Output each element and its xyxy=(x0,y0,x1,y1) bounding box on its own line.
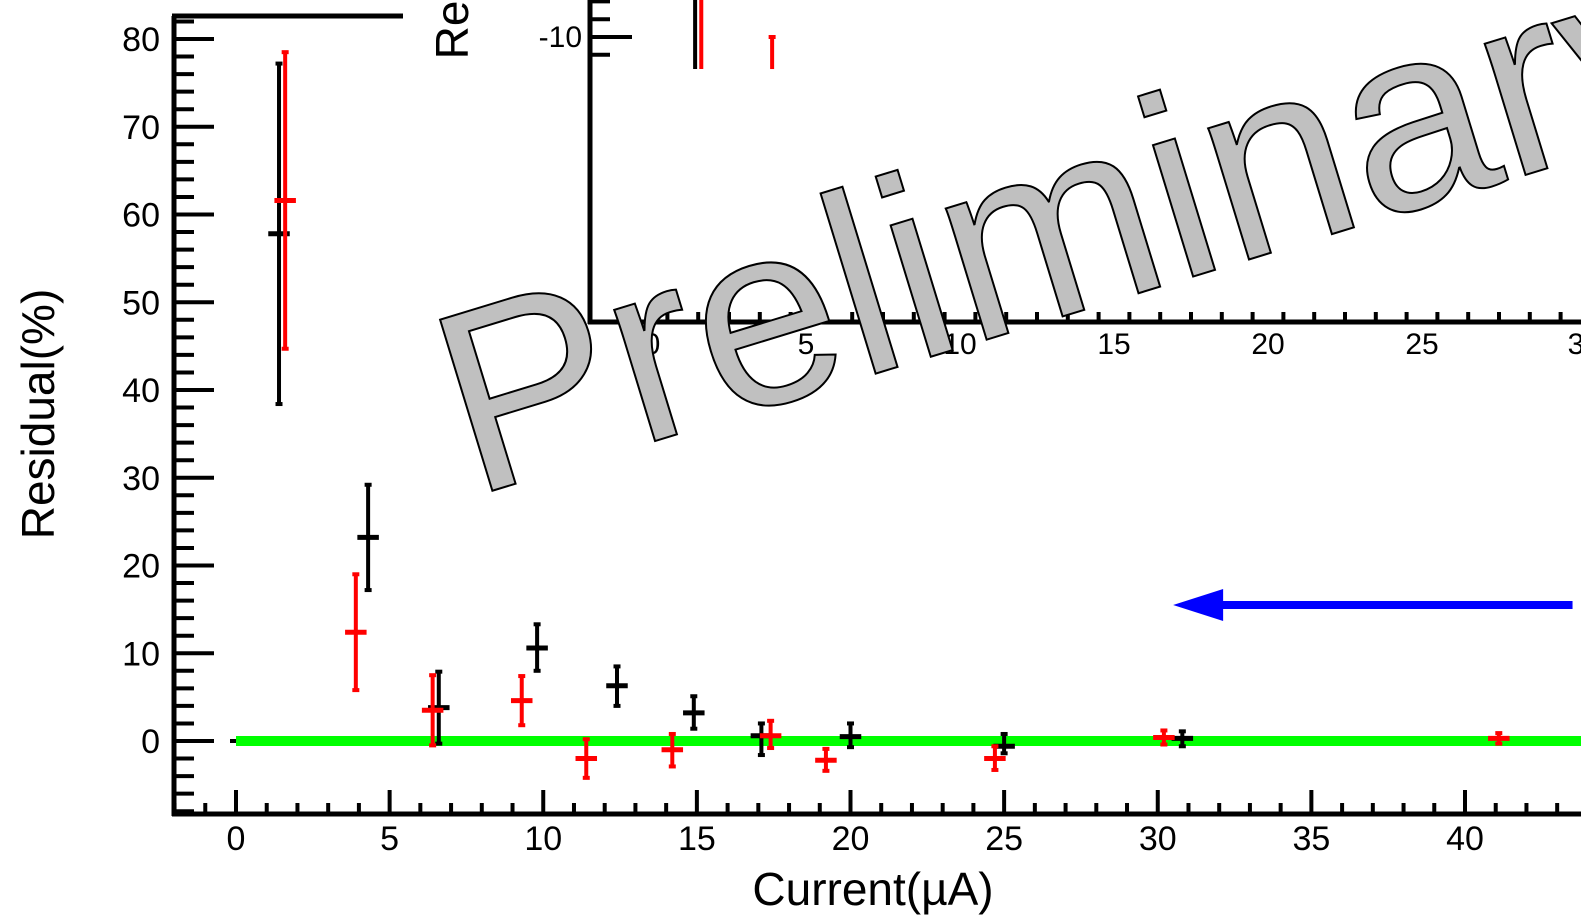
y-tick-label: 60 xyxy=(122,197,160,235)
data-point xyxy=(421,673,444,748)
inset-x-tick-label: 5 xyxy=(798,328,815,361)
x-tick-label: 20 xyxy=(832,820,870,858)
data-point xyxy=(1488,731,1510,746)
main-axes xyxy=(171,13,1581,817)
inset-x-tick-label: 0 xyxy=(644,328,661,361)
y-tick-label: 20 xyxy=(122,548,160,586)
inset-red-series xyxy=(699,0,776,70)
x-tick-label: 25 xyxy=(985,820,1023,858)
data-point xyxy=(759,718,782,751)
main-series-layer xyxy=(268,50,1510,780)
inset-x-tick-label: 10 xyxy=(943,328,976,361)
inset-x-tick-label: 25 xyxy=(1405,328,1438,361)
data-point xyxy=(984,744,1006,772)
data-point xyxy=(1153,728,1175,747)
x-axis-label: Current(µA) xyxy=(752,863,993,915)
y-tick-label: 10 xyxy=(122,635,160,673)
data-point xyxy=(274,50,296,351)
data-point xyxy=(661,731,684,769)
x-tick-label: 35 xyxy=(1292,820,1330,858)
x-tick-label: 40 xyxy=(1446,820,1484,858)
inset-axes xyxy=(587,0,1581,325)
red-series xyxy=(274,50,1510,780)
inset-y-tick-label: -10 xyxy=(539,21,582,54)
x-tick-label: 5 xyxy=(380,820,399,858)
inset-x-tick-label: 3 xyxy=(1568,328,1581,361)
x-tick-label: 30 xyxy=(1139,820,1177,858)
inset-plot: -10-15-20-2505101520253 Re xyxy=(404,0,1581,361)
y-tick-label: 70 xyxy=(122,109,160,147)
data-point xyxy=(683,694,705,731)
inset-y-axis-label: Re xyxy=(426,1,478,60)
inset-tick-labels: -10-15-20-2505101520253 xyxy=(539,21,1581,361)
x-tick-label: 10 xyxy=(524,820,562,858)
arrow-head xyxy=(1173,588,1224,621)
y-tick-label: 40 xyxy=(122,372,160,410)
data-point xyxy=(357,482,379,593)
data-point xyxy=(510,674,533,728)
y-tick-label: 30 xyxy=(122,460,160,498)
data-point xyxy=(815,746,837,773)
data-point xyxy=(575,737,598,780)
data-point xyxy=(526,622,548,673)
black-series xyxy=(268,61,1194,758)
data-point xyxy=(345,572,367,693)
inset-series-layer xyxy=(693,0,776,70)
data-point xyxy=(1171,729,1194,749)
x-tick-label: 15 xyxy=(678,820,716,858)
y-tick-label: 0 xyxy=(141,723,160,761)
y-axis-label: Residual(%) xyxy=(12,289,64,540)
inset-x-tick-label: 15 xyxy=(1097,328,1130,361)
data-point xyxy=(839,721,862,750)
x-tick-label: 0 xyxy=(227,820,246,858)
data-point xyxy=(606,664,628,708)
y-tick-label: 50 xyxy=(122,284,160,322)
inset-x-tick-label: 20 xyxy=(1251,328,1284,361)
y-tick-label: 80 xyxy=(122,21,160,59)
inset-black-series xyxy=(693,0,698,70)
annotation-layer xyxy=(1173,588,1573,621)
